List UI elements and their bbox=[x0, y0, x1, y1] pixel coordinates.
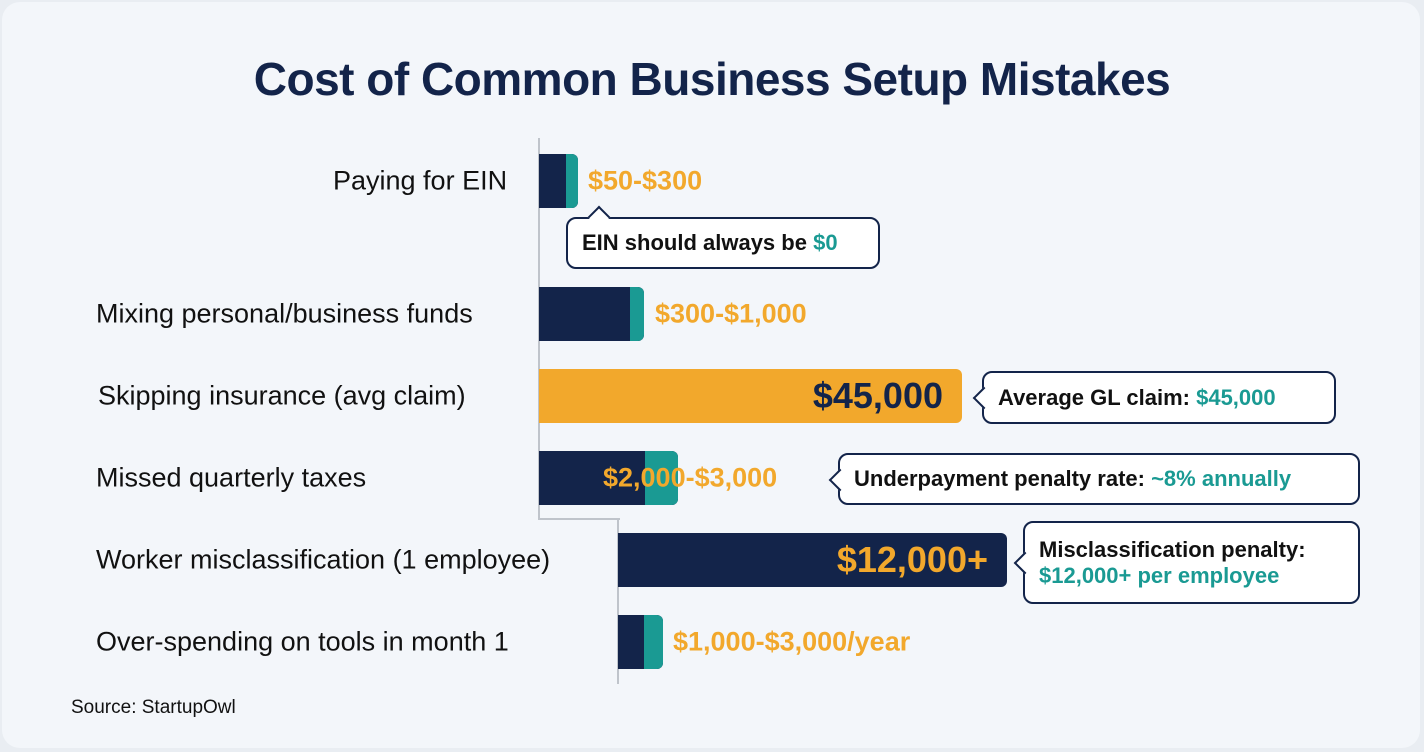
bar-range-segment bbox=[644, 615, 663, 669]
bar bbox=[539, 287, 644, 341]
axis-line bbox=[617, 518, 619, 684]
callout-highlight: $0 bbox=[813, 230, 838, 255]
callout-text: EIN should always be $0 bbox=[582, 230, 864, 256]
callout-highlight: $12,000+ per employee bbox=[1039, 562, 1280, 588]
value-label: $45,000 bbox=[812, 375, 943, 416]
chart-title: Cost of Common Business Setup Mistakes bbox=[253, 53, 1171, 105]
annotation-callout: Average GL claim: $45,000 bbox=[982, 371, 1336, 424]
value-label: $50-$300 bbox=[588, 165, 703, 196]
callout-text: Average GL claim: $45,000 bbox=[998, 385, 1320, 411]
bar bbox=[539, 154, 578, 208]
bar bbox=[618, 615, 663, 669]
category-label: Paying for EIN bbox=[333, 165, 508, 196]
value-label: $12,000+ bbox=[836, 539, 988, 580]
callout-highlight: ~8% annually bbox=[1151, 466, 1292, 491]
callout-label: Underpayment penalty rate: bbox=[854, 466, 1152, 491]
axis-line bbox=[538, 518, 620, 520]
value-label: $2,000-$3,000 bbox=[603, 462, 778, 493]
bar-range-segment bbox=[645, 451, 678, 505]
callout-label: Average GL claim: bbox=[998, 384, 1197, 410]
callout-text: Misclassification penalty: bbox=[1039, 537, 1344, 563]
source-note: Source: StartupOwl bbox=[71, 697, 236, 718]
callout-text: $12,000+ per employee bbox=[1039, 563, 1344, 589]
callout-text: Underpayment penalty rate: ~8% annually bbox=[854, 466, 1344, 492]
category-label: Mixing personal/business funds bbox=[96, 298, 473, 329]
category-label: Worker misclassification (1 employee) bbox=[96, 544, 551, 575]
category-label: Over-spending on tools in month 1 bbox=[96, 626, 509, 657]
callout-label: EIN should always be bbox=[582, 230, 814, 255]
annotation-callout: Misclassification penalty: $12,000+ per e… bbox=[1023, 521, 1360, 604]
category-label: Missed quarterly taxes bbox=[96, 462, 367, 493]
bar bbox=[618, 533, 1007, 587]
bar-range-segment bbox=[566, 154, 578, 208]
callout-highlight: $45,000 bbox=[1196, 384, 1276, 410]
value-label: $300-$1,000 bbox=[655, 298, 807, 329]
category-label: Skipping insurance (avg claim) bbox=[98, 380, 466, 411]
callout-label: Misclassification penalty: bbox=[1039, 536, 1306, 562]
annotation-callout: Underpayment penalty rate: ~8% annually bbox=[838, 453, 1360, 505]
value-label: $1,000-$3,000/year bbox=[673, 626, 911, 657]
bar-range-segment bbox=[630, 287, 644, 341]
annotation-callout: EIN should always be $0 bbox=[566, 217, 880, 269]
bar bbox=[539, 369, 962, 423]
bar bbox=[539, 451, 678, 505]
